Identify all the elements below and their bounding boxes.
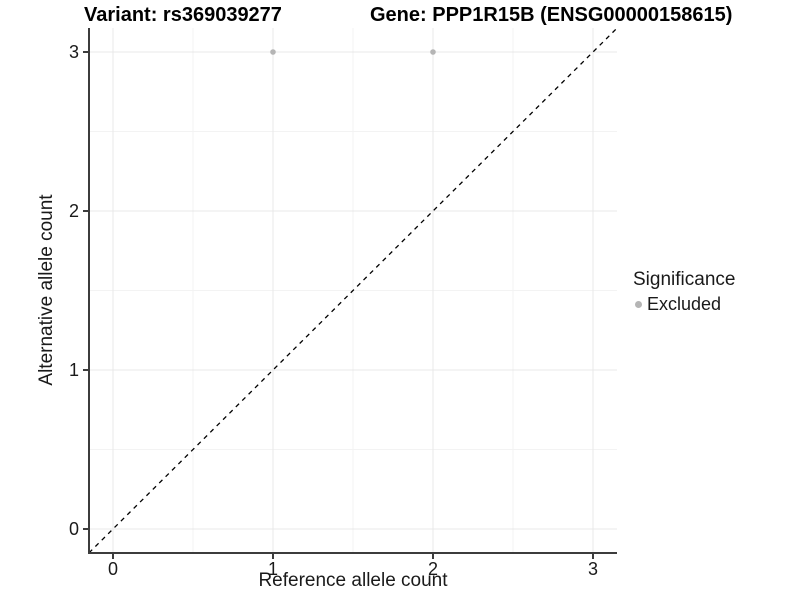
x-tick-label: 1	[268, 559, 278, 579]
variant-title: Variant: rs369039277	[84, 4, 282, 26]
identity-reference-line	[88, 27, 618, 554]
x-tick-label: 2	[428, 559, 438, 579]
x-tick-label: 3	[588, 559, 598, 579]
y-tick-label: 1	[69, 360, 79, 380]
legend: Significance Excluded	[633, 269, 735, 315]
legend-key-dot-icon	[635, 301, 642, 308]
y-tick-label: 0	[69, 519, 79, 539]
x-axis-title: Reference allele count	[258, 570, 448, 591]
legend-title: Significance	[633, 269, 736, 290]
y-tick-label: 2	[69, 201, 79, 221]
x-tick-label: 0	[108, 559, 118, 579]
legend-item-excluded: Excluded	[633, 294, 735, 315]
y-axis-title: Alternative allele count	[36, 194, 57, 386]
gene-title: Gene: PPP1R15B (ENSG00000158615)	[370, 4, 733, 26]
data-point	[430, 49, 436, 55]
y-tick-label: 3	[69, 42, 79, 62]
data-point	[270, 49, 276, 55]
legend-item-label: Excluded	[647, 294, 722, 314]
